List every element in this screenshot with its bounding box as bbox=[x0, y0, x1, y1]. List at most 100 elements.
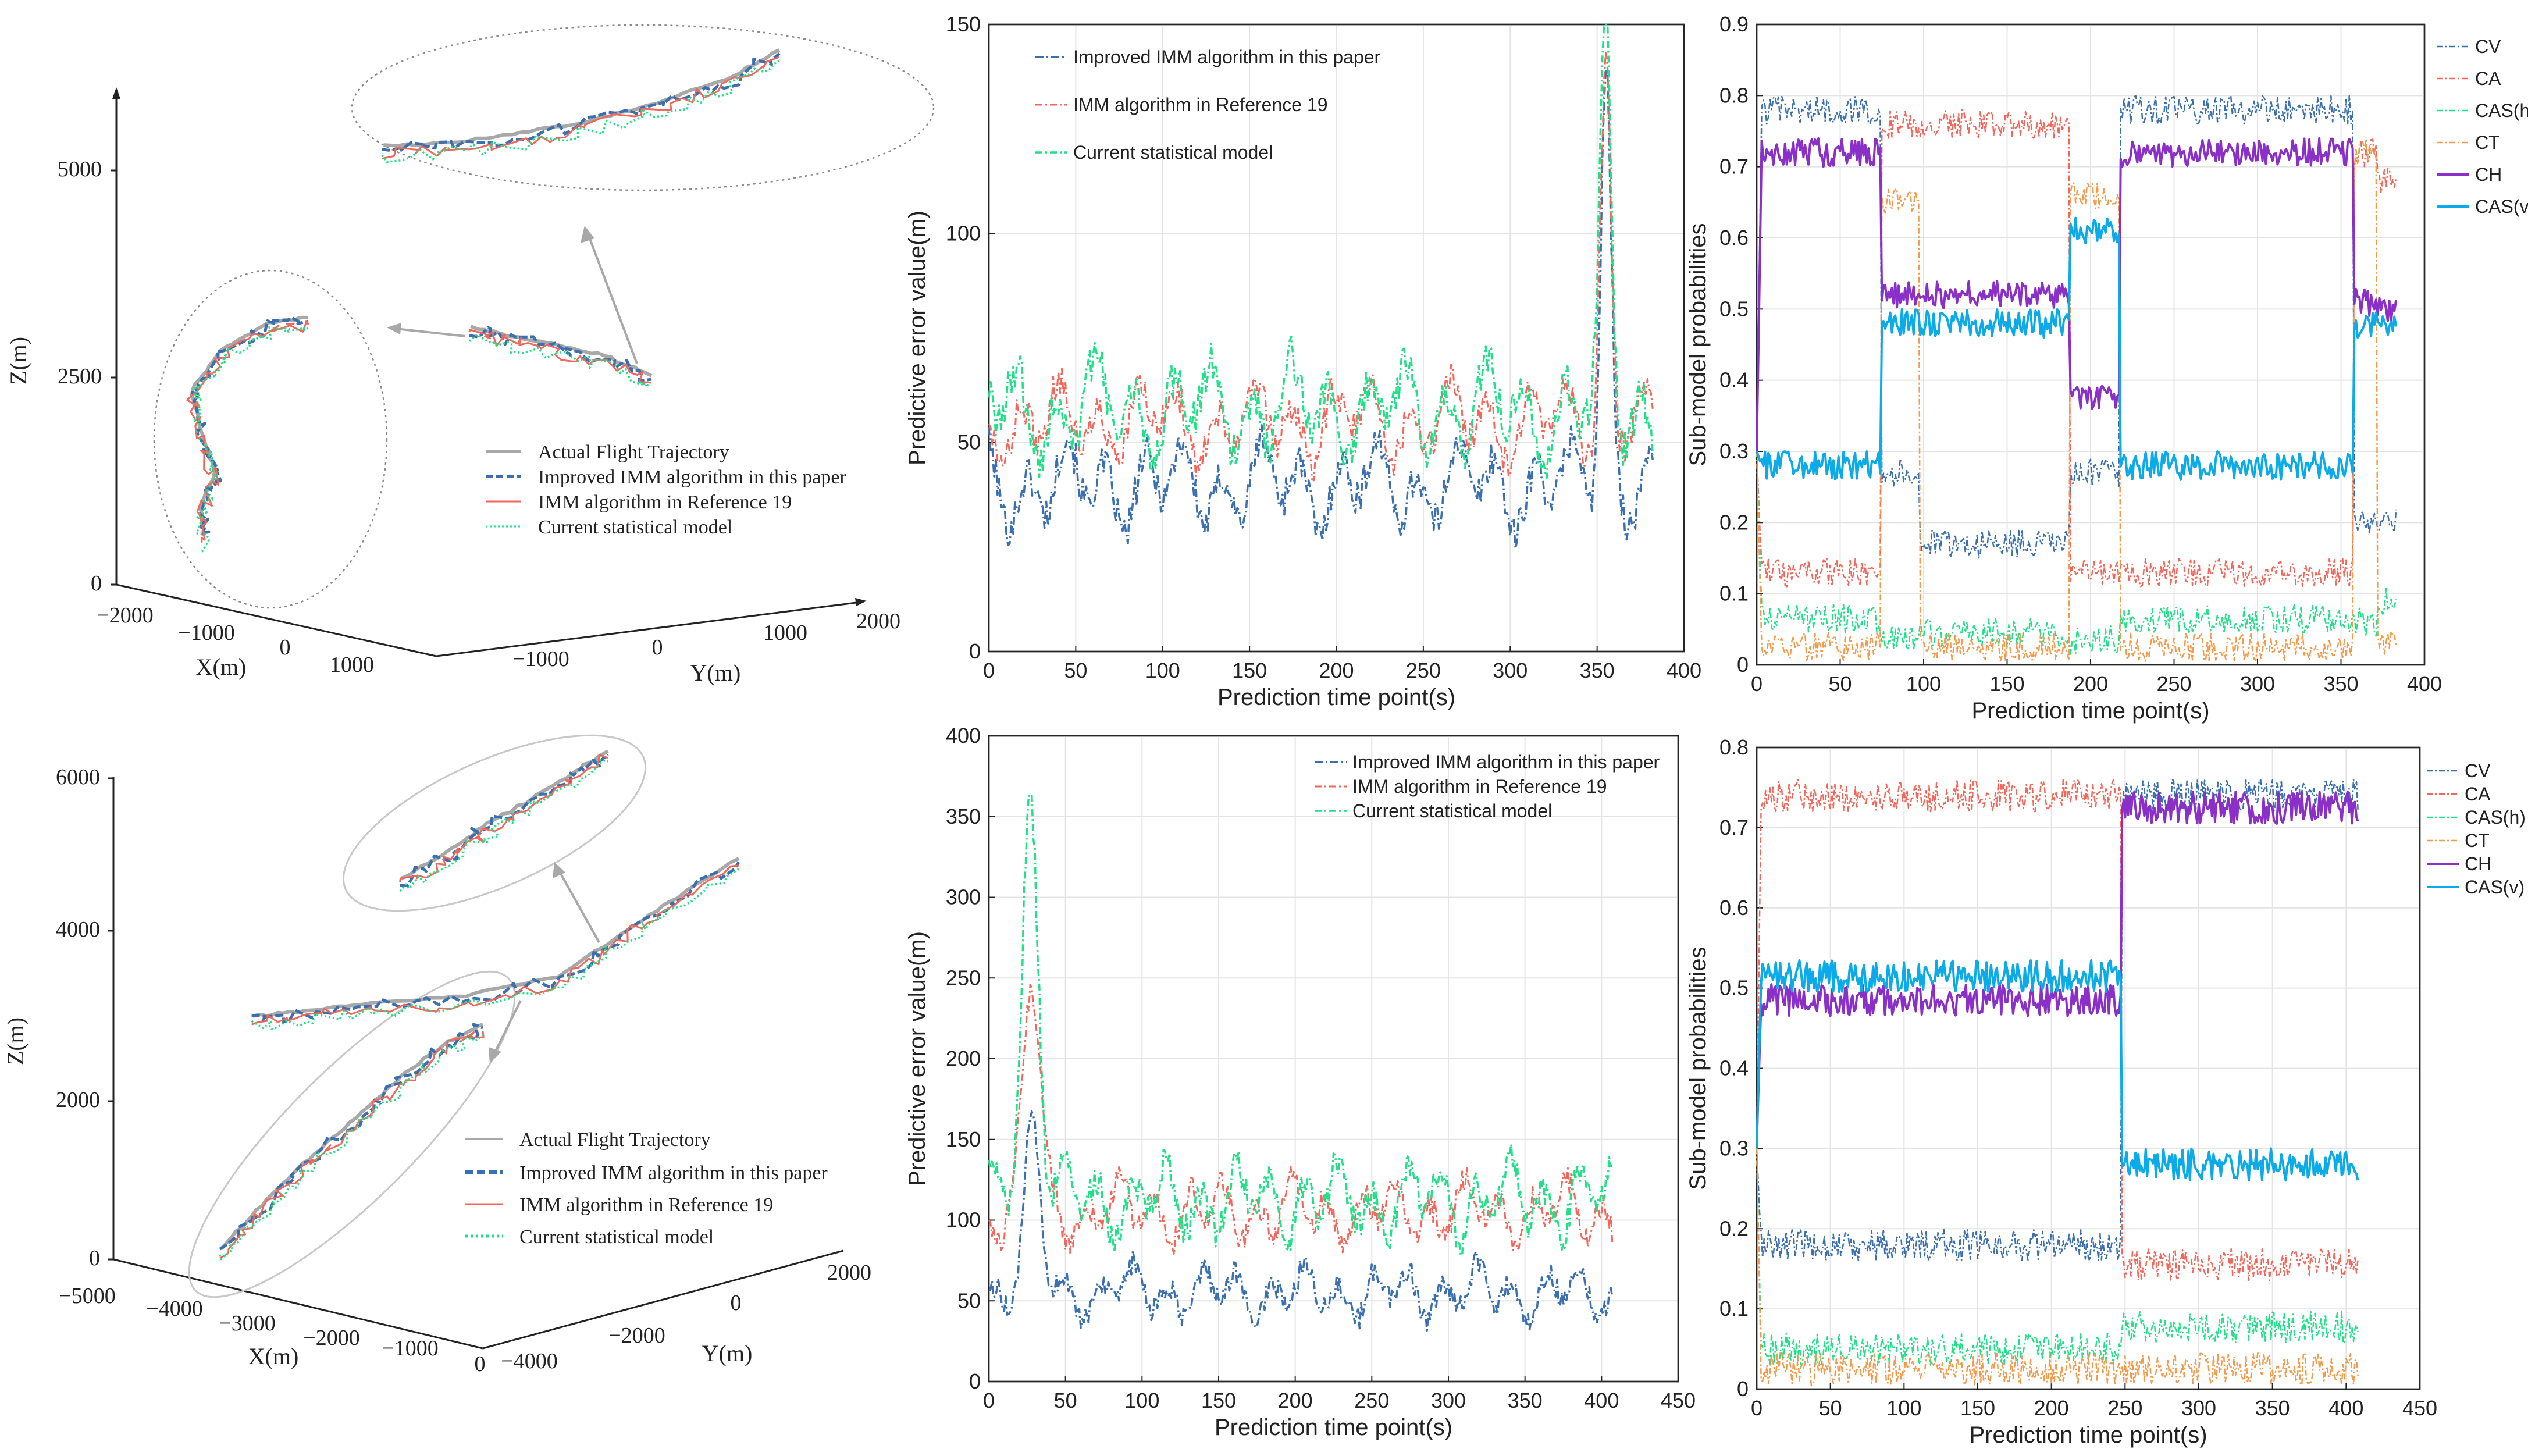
legend: CV CA CAS(h) CT CH CAS(v) bbox=[2437, 36, 2528, 217]
x-tick-label: 250 bbox=[2107, 1396, 2142, 1420]
x-tick-label: 200 bbox=[2034, 1396, 2069, 1420]
x-tick-label: 100 bbox=[1124, 1389, 1159, 1412]
y-tick-label: 0.8 bbox=[1719, 83, 1749, 107]
x-tick-label: 300 bbox=[2181, 1396, 2216, 1420]
trajectory-path bbox=[252, 857, 740, 1018]
series-group bbox=[988, 23, 1654, 550]
x-tick-label: 400 bbox=[1584, 1389, 1619, 1412]
trajectory-path bbox=[251, 864, 739, 1026]
trajectory-path bbox=[468, 329, 652, 384]
x-tick-label: 1000 bbox=[330, 653, 374, 677]
x-tick-label: 350 bbox=[2255, 1396, 2290, 1420]
x-axis-label: X(m) bbox=[196, 654, 247, 680]
y-tick-label: 0.9 bbox=[1719, 12, 1749, 36]
z-axis-label: Z(m) bbox=[2, 1017, 29, 1065]
y-tick-label: 0.4 bbox=[1719, 368, 1749, 392]
legend-entry-label: CT bbox=[2475, 132, 2500, 153]
series-line-improved-imm-algorithm-in-this-paper bbox=[988, 68, 1654, 550]
zoom-ellipse bbox=[351, 24, 935, 191]
series-line-ch bbox=[1756, 137, 2398, 452]
y-tick-label: 0.3 bbox=[1719, 439, 1749, 463]
x-axis-label: Prediction time point(s) bbox=[1971, 698, 2209, 724]
x-tick-label: 50 bbox=[1064, 658, 1087, 682]
series-group bbox=[1756, 778, 2359, 1386]
x-tick-label: 200 bbox=[1278, 1389, 1313, 1412]
x-axis-label: Prediction time point(s) bbox=[1217, 685, 1455, 710]
y-tick-label: 0.1 bbox=[1719, 1297, 1749, 1320]
y-tick-label: 150 bbox=[946, 12, 981, 36]
y-tick-label: 50 bbox=[957, 430, 981, 454]
z-tick-label: 2500 bbox=[58, 364, 102, 389]
x-tick-label: 50 bbox=[1819, 1396, 1842, 1420]
trajectory-path bbox=[219, 1031, 485, 1259]
legend-entry-label: CAS(h) bbox=[2465, 807, 2526, 828]
x-tick-label: 0 bbox=[983, 1389, 995, 1412]
z-tick-label: 4000 bbox=[56, 917, 100, 942]
y-tick-label: 0 bbox=[652, 635, 663, 660]
series-line-ca bbox=[1756, 109, 2397, 588]
legend-entry-label: Actual Flight Trajectory bbox=[519, 1129, 711, 1151]
y-tick-label: 0.5 bbox=[1719, 297, 1749, 321]
trajectory-path bbox=[190, 315, 309, 536]
y-tick-label: −2000 bbox=[608, 1323, 665, 1348]
y-tick-label: 0 bbox=[1737, 653, 1749, 677]
y-axis-label: Predictive error value(m) bbox=[905, 211, 930, 465]
x-tick-label: 300 bbox=[1493, 658, 1528, 682]
legend-entry-label: CV bbox=[2475, 36, 2501, 57]
trajectory-path bbox=[400, 753, 609, 887]
y-tick-label: 0.2 bbox=[1719, 1216, 1749, 1240]
legend: Improved IMM algorithm in this paper IMM … bbox=[1315, 752, 1660, 821]
series-line-imm-algorithm-in-reference-19 bbox=[988, 984, 1614, 1256]
z-tick-label: 0 bbox=[89, 1246, 100, 1270]
z-tick-label: 0 bbox=[91, 571, 102, 596]
x-tick-label: 0 bbox=[280, 635, 291, 660]
x-axis-label: Prediction time point(s) bbox=[1969, 1422, 2207, 1448]
x-tick-label: 300 bbox=[1431, 1389, 1466, 1412]
series-line-current-statistical-model bbox=[988, 793, 1612, 1257]
legend-entry-label: CV bbox=[2465, 760, 2491, 781]
x-tick-label: −2000 bbox=[97, 603, 153, 628]
x-tick-label: 200 bbox=[1319, 658, 1354, 682]
y-axis-label: Sub-model probabilities bbox=[1685, 946, 1711, 1190]
series-line-ct bbox=[1756, 138, 2397, 662]
x-tick-label: −3000 bbox=[219, 1311, 275, 1336]
x-tick-label: 150 bbox=[1989, 672, 2024, 696]
legend-entry-label: IMM algorithm in Reference 19 bbox=[1352, 776, 1607, 797]
legend: Improved IMM algorithm in this paper IMM … bbox=[1035, 47, 1381, 163]
y-tick-label: 0.6 bbox=[1719, 896, 1749, 920]
x-tick-label: 350 bbox=[2323, 672, 2358, 696]
x-tick-label: −2000 bbox=[303, 1326, 359, 1350]
trajectory-path bbox=[399, 759, 608, 892]
x-tick-label: 400 bbox=[2407, 672, 2442, 696]
x-tick-label: 350 bbox=[1580, 658, 1615, 682]
y-tick-label: 100 bbox=[946, 1208, 981, 1232]
zoom-arrow bbox=[586, 232, 638, 364]
series-line-cv bbox=[1756, 95, 2397, 559]
x-tick-label: 350 bbox=[1508, 1389, 1543, 1412]
series-line-ch bbox=[1756, 790, 2359, 1149]
y-tick-label: 0 bbox=[731, 1291, 742, 1315]
x-tick-label: 300 bbox=[2240, 672, 2275, 696]
y-tick-label: 250 bbox=[946, 966, 981, 989]
trajectory-path bbox=[192, 326, 309, 553]
series-group bbox=[1756, 95, 2398, 662]
y-tick-label: 0.3 bbox=[1719, 1136, 1749, 1160]
y-tick-label: 0.5 bbox=[1719, 976, 1749, 1000]
x-tick-label: 250 bbox=[2156, 672, 2191, 696]
series-line-current-statistical-model bbox=[988, 23, 1654, 479]
zoom-arrow bbox=[395, 327, 466, 337]
series-line-cas-h- bbox=[1756, 1148, 2359, 1366]
trajectory-path bbox=[251, 868, 739, 1031]
legend-entry-label: Current statistical model bbox=[538, 517, 732, 538]
y-tick-label: 2000 bbox=[856, 609, 900, 633]
x-tick-label: 0 bbox=[983, 658, 995, 682]
y-tick-label: 0.6 bbox=[1719, 226, 1749, 250]
series-line-cas-v- bbox=[1756, 959, 2359, 1182]
series-line-cv bbox=[1756, 778, 2359, 1262]
x-tick-label: 200 bbox=[2073, 672, 2108, 696]
y-tick-label: 0 bbox=[1737, 1377, 1749, 1401]
legend-entry-label: IMM algorithm in Reference 19 bbox=[538, 492, 792, 513]
y-tick-label: −1000 bbox=[512, 647, 569, 671]
x-tick-label: −1000 bbox=[382, 1336, 438, 1361]
